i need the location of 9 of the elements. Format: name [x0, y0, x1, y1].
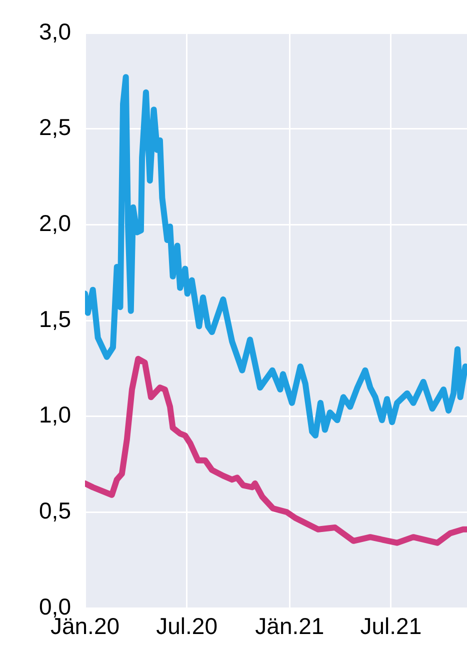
x-tick-label: Jul.20: [156, 613, 218, 640]
y-tick-label: 1,0: [39, 402, 71, 428]
y-tick-label: 2,0: [39, 210, 71, 236]
x-tick-label: Jän.21: [255, 613, 324, 640]
x-tick-label: Jul.21: [360, 613, 422, 640]
y-tick-label: 1,5: [39, 306, 71, 332]
y-tick-label: 3,0: [39, 18, 71, 44]
y-tick-label: 0,5: [39, 498, 71, 524]
y-tick-label: 2,5: [39, 114, 71, 140]
